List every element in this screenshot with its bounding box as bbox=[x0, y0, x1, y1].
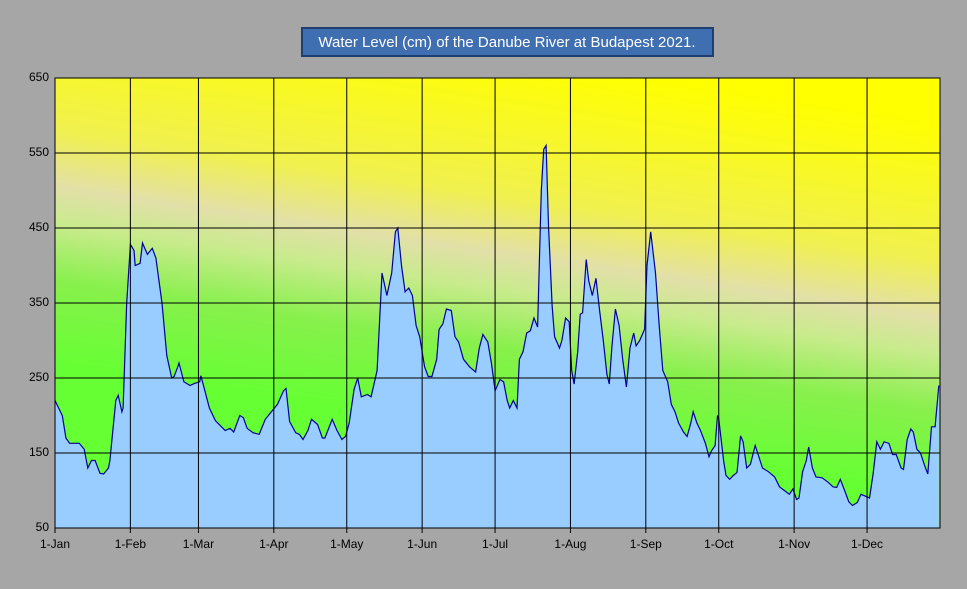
y-tick-label: 250 bbox=[29, 370, 49, 384]
chart-title: Water Level (cm) of the Danube River at … bbox=[318, 34, 695, 51]
y-tick-label: 450 bbox=[29, 220, 49, 234]
x-tick-label: 1-Nov bbox=[778, 537, 810, 551]
x-tick-label: 1-Oct bbox=[704, 537, 734, 551]
x-tick-label: 1-Jan bbox=[40, 537, 70, 551]
y-tick-label: 150 bbox=[29, 445, 49, 459]
x-tick-label: 1-Sep bbox=[630, 537, 662, 551]
x-tick-label: 1-Dec bbox=[851, 537, 883, 551]
x-tick-label: 1-Jul bbox=[482, 537, 508, 551]
y-tick-label: 550 bbox=[29, 145, 49, 159]
y-tick-label: 50 bbox=[36, 520, 50, 534]
line bbox=[54, 143, 940, 507]
area bbox=[55, 145, 939, 528]
title-box bbox=[301, 27, 714, 57]
y-tick-label: 350 bbox=[29, 295, 49, 309]
x-tick-label: 1-May bbox=[330, 537, 363, 551]
plot-frame bbox=[54, 77, 941, 529]
x-tick-label: 1-Jun bbox=[407, 537, 437, 551]
y-tick-label: 650 bbox=[29, 70, 49, 84]
x-tick-label: 1-Mar bbox=[183, 537, 214, 551]
x-tick-label: 1-Feb bbox=[115, 537, 147, 551]
x-tick-label: 1-Apr bbox=[259, 537, 288, 551]
x-tick-label: 1-Aug bbox=[554, 537, 586, 551]
